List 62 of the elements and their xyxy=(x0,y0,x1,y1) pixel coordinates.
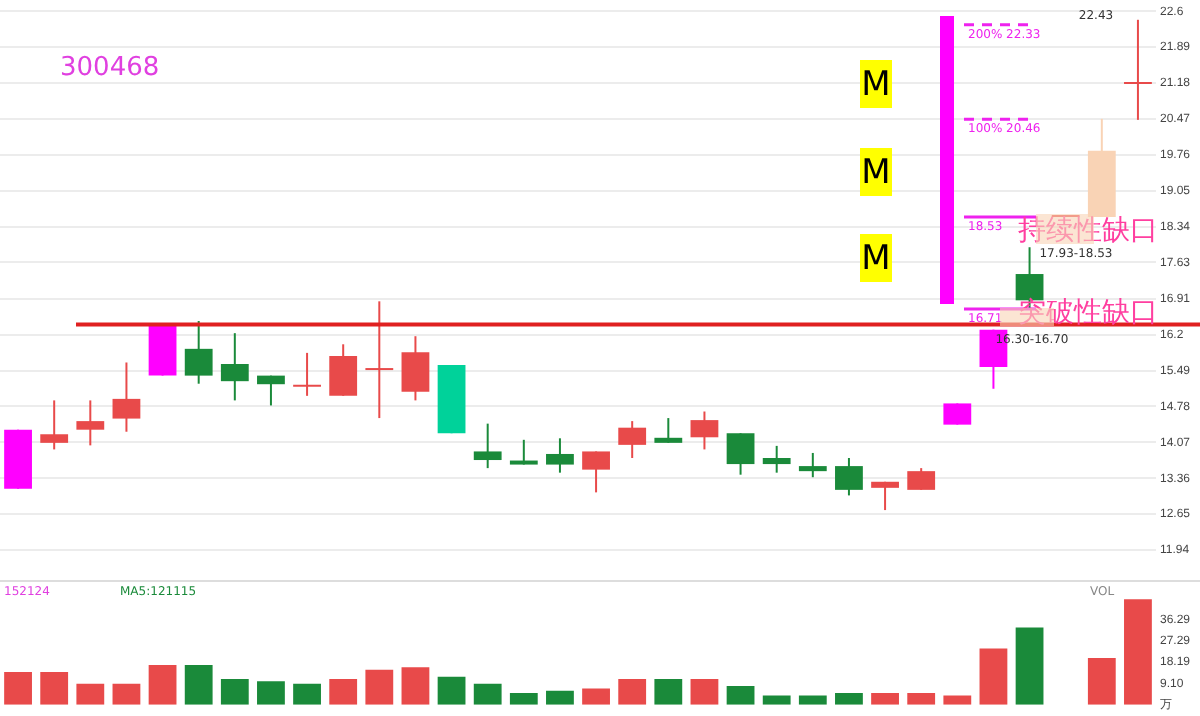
bar xyxy=(4,671,32,705)
candlestick xyxy=(401,335,430,402)
bar xyxy=(329,679,358,705)
candlestick xyxy=(582,450,610,494)
bar xyxy=(1124,599,1152,705)
bar xyxy=(726,686,755,705)
bar xyxy=(40,671,69,705)
bar xyxy=(257,681,285,705)
bar xyxy=(473,683,502,705)
bar xyxy=(1015,627,1044,705)
candlestick xyxy=(293,351,321,397)
bar xyxy=(762,695,791,705)
annotation: M xyxy=(861,152,891,193)
candlestick xyxy=(509,438,538,466)
bar xyxy=(798,695,827,705)
candlestick xyxy=(365,300,394,420)
candlestick xyxy=(907,467,936,491)
bar xyxy=(401,667,430,705)
bar xyxy=(943,695,972,705)
candlestick xyxy=(726,432,755,476)
annotation: M xyxy=(861,64,891,105)
bar xyxy=(907,693,936,705)
bar xyxy=(437,676,466,705)
bar xyxy=(835,693,863,705)
bar xyxy=(618,679,647,705)
candlestick xyxy=(943,402,972,426)
candlestick xyxy=(871,480,899,512)
bar xyxy=(184,664,213,705)
annotation: 持续性缺口 xyxy=(1018,215,1158,248)
candlestick xyxy=(798,451,827,479)
candlestick xyxy=(654,417,683,444)
bar xyxy=(1087,657,1116,705)
candlestick xyxy=(184,320,213,385)
bar xyxy=(979,648,1008,705)
candlestick xyxy=(76,399,105,447)
candlestick xyxy=(690,410,719,451)
candlestick xyxy=(835,457,863,497)
bar xyxy=(365,669,394,705)
text: 300468 xyxy=(60,52,160,83)
candlestick xyxy=(618,420,647,460)
bar xyxy=(220,679,249,705)
candlestick xyxy=(1124,18,1152,121)
bar xyxy=(293,683,321,705)
candlestick xyxy=(473,422,502,470)
bar xyxy=(76,683,105,705)
bar xyxy=(654,679,683,705)
annotation: M xyxy=(861,238,891,279)
bar xyxy=(871,693,899,705)
bar xyxy=(546,690,574,705)
bar xyxy=(690,679,719,705)
bar xyxy=(112,683,141,705)
annotation: 突破性缺口 xyxy=(1018,297,1158,330)
candlestick xyxy=(257,374,285,407)
bar xyxy=(148,664,177,705)
candlestick xyxy=(112,361,141,433)
candlestick xyxy=(40,399,69,451)
candlestick xyxy=(546,437,574,474)
candlestick xyxy=(220,332,249,402)
candlestick xyxy=(762,444,791,474)
candlestick xyxy=(329,343,358,397)
bar xyxy=(582,688,610,705)
bar xyxy=(509,693,538,705)
